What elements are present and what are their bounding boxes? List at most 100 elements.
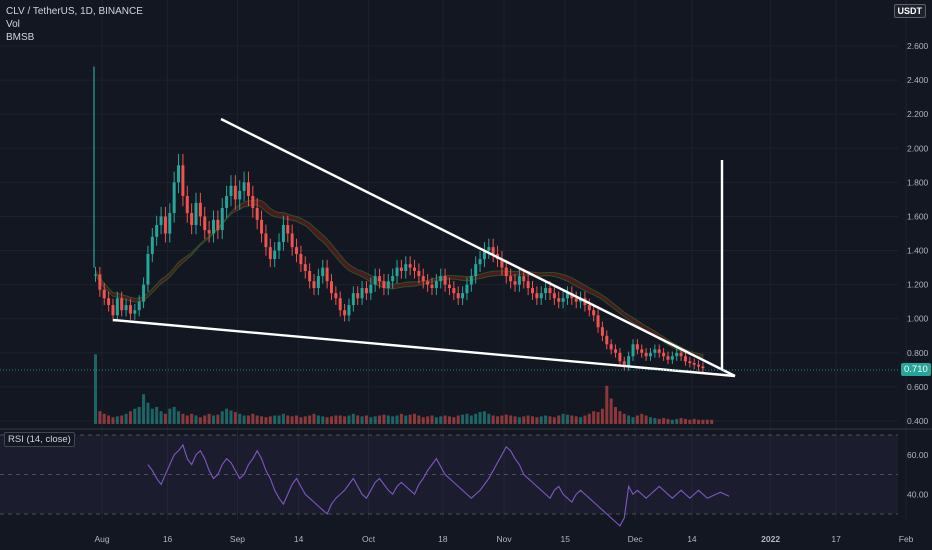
candle-body [657,349,661,353]
volume-bar [622,413,626,424]
rsi-indicator-label[interactable]: RSI (14, close) [4,432,75,447]
price-axis[interactable]: 2.600 2.400 2.200 2.000 1.800 1.600 1.400 1.200… [907,41,929,426]
volume-bar [417,415,421,424]
time-tick-label: Aug [94,534,109,544]
candle-body [255,207,259,220]
lower-trendline[interactable] [112,318,736,378]
price-tick-label: 1.800 [907,177,929,187]
volume-bar [225,408,229,424]
candle-body [142,284,146,302]
time-tick-label: Oct [362,534,376,544]
upper-trendline[interactable] [220,117,736,378]
volume-indicator-label[interactable]: Vol [6,19,20,30]
candle-body [574,298,578,302]
volume-bar [364,415,368,424]
volume-bar [504,414,508,424]
volume-bar [631,417,635,424]
candle-body [539,293,543,299]
candle-body [666,356,670,360]
candle-body [461,293,465,299]
volume-bar [124,413,128,424]
volume-bar [683,418,687,424]
candle-body [675,352,679,357]
volume-bar [565,414,569,424]
volume-bar [146,402,150,424]
time-tick-label: Dec [628,534,644,544]
candle-body [343,310,347,316]
candle-body [522,276,526,282]
volume-bar [142,394,146,424]
price-tick-label: 0.800 [907,348,929,358]
candle-body [447,284,451,289]
volume-bar [177,411,181,424]
currency-badge[interactable]: USDT [893,4,926,18]
candle-body [487,247,491,251]
rsi-tick-label: 40.00 [907,489,929,499]
candle-body [587,305,591,311]
volume-bar [251,413,255,424]
candle-body [181,165,185,196]
volume-bar [605,385,609,424]
symbol-title[interactable]: CLV / TetherUS, 1D, BINANCE [6,6,143,17]
candle-body [273,250,277,260]
candle-body [399,267,403,271]
volume-bar [662,418,666,424]
volume-bar [185,415,189,424]
volume-bar [478,412,482,424]
candle-body [535,293,539,299]
candle-body [683,356,687,362]
volume-bar [321,416,325,424]
volume-bar [107,415,111,424]
candle-body [421,276,425,282]
volume-bar [535,417,539,424]
volume-bar [679,418,683,424]
bmsb-indicator-label[interactable]: BMSB [6,32,35,43]
volume-bar [194,415,198,424]
candle-body [439,276,443,282]
time-tick-label: 16 [163,534,173,544]
candle-body [378,276,382,282]
candle-body [648,352,652,357]
volume-bar [618,411,622,424]
candle-body [373,276,377,285]
volume-bar [264,417,268,424]
volume-bar [369,417,373,424]
candle-body [194,202,198,225]
time-axis[interactable]: Aug16Sep14Oct18Nov15Dec14202217Feb14 [94,534,932,544]
volume-bar [102,413,106,424]
candle-body [150,236,154,254]
volume-bar [347,415,351,424]
volume-bar [386,415,390,424]
volume-bar [653,418,657,424]
candle-body [260,219,264,234]
volume-bar [242,415,246,424]
candle-body [653,349,657,353]
volume-bar [181,413,185,424]
volume-bar [273,415,277,424]
candle-body [251,196,255,208]
volume-bar [155,407,159,424]
volume-bar [303,416,307,424]
candle-body [98,274,102,290]
candle-body [635,344,639,350]
volume-bar [443,415,447,424]
candle-body [295,247,299,254]
candle-body [120,298,124,311]
candle-body [225,196,229,208]
candle-body [133,310,137,314]
volume-bar [356,415,360,424]
volume-bar [295,415,299,424]
volume-bar [378,415,382,424]
candle-body [557,298,561,302]
candle-body [469,276,473,285]
price-tick-label: 1.600 [907,211,929,221]
volume-bar [382,414,386,424]
candle-body [386,281,390,289]
volume-bar [548,416,552,424]
volume-bar [439,416,443,424]
volume-bar [430,415,434,424]
volume-bar [666,418,670,424]
candle-body [238,190,242,200]
volume-bar [539,416,543,424]
